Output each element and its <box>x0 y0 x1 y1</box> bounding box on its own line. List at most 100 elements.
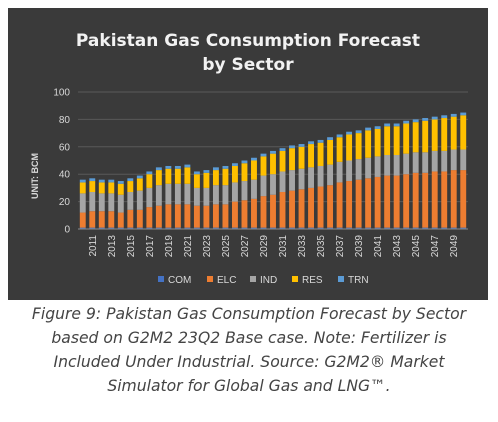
bar-elc-2038 <box>346 181 353 228</box>
bar-com-2032 <box>289 227 295 229</box>
bar-com-2012 <box>98 227 105 229</box>
bar-trn-2032 <box>289 145 295 149</box>
bar-elc-2018 <box>155 205 162 228</box>
bar-ind-2017 <box>146 187 153 208</box>
bar-ind-2040 <box>365 157 372 179</box>
bar-ind-2010 <box>79 193 86 213</box>
bar-res-2025 <box>222 168 229 186</box>
bar-elc-2032 <box>289 190 295 228</box>
bar-elc-2017 <box>146 207 153 228</box>
bar-ind-2046 <box>422 152 429 173</box>
bar-trn-2017 <box>146 171 153 175</box>
bar-trn-2022 <box>193 171 200 175</box>
bar-trn-2020 <box>174 165 181 169</box>
bar-ind-2041 <box>374 156 381 177</box>
bar-trn-2041 <box>374 126 381 129</box>
x-tick-label: 2045 <box>411 235 422 258</box>
bar-elc-2037 <box>336 182 343 228</box>
bar-elc-2011 <box>89 211 96 228</box>
bar-elc-2041 <box>374 176 381 228</box>
bar-com-2040 <box>365 227 372 229</box>
bar-res-2024 <box>212 170 219 186</box>
bar-ind-2031 <box>279 171 286 193</box>
bar-res-2046 <box>422 120 429 153</box>
bar-elc-2048 <box>441 171 448 228</box>
chart-panel: Pakistan Gas Consumption Forecast by Sect… <box>8 8 488 300</box>
bar-com-2041 <box>374 227 381 229</box>
bar-elc-2034 <box>308 187 314 228</box>
bar-elc-2044 <box>403 174 410 228</box>
bar-elc-2047 <box>431 171 438 228</box>
bar-com-2017 <box>146 227 153 229</box>
bar-elc-2014 <box>117 212 124 228</box>
x-tick-label: 2023 <box>202 235 213 258</box>
bar-elc-2031 <box>279 192 286 228</box>
bar-trn-2045 <box>412 119 419 123</box>
bar-com-2049 <box>450 227 457 229</box>
bar-trn-2049 <box>450 113 457 117</box>
x-tick-label: 2017 <box>145 235 156 258</box>
bar-ind-2023 <box>203 187 210 206</box>
bar-elc-2042 <box>384 175 391 228</box>
bar-res-2027 <box>241 163 248 182</box>
bar-trn-2037 <box>336 134 343 138</box>
bar-ind-2035 <box>317 165 324 187</box>
bar-trn-2043 <box>393 123 400 127</box>
bar-elc-2040 <box>365 178 372 228</box>
bar-ind-2019 <box>165 183 172 205</box>
bar-trn-2046 <box>422 118 429 121</box>
bar-trn-2048 <box>441 115 448 119</box>
bar-res-2030 <box>270 153 276 175</box>
bar-com-2025 <box>222 227 229 229</box>
stacked-bar-chart: Pakistan Gas Consumption Forecast by Sect… <box>30 31 468 286</box>
legend-swatch-res <box>292 276 298 282</box>
bar-ind-2029 <box>260 175 267 197</box>
bar-trn-2044 <box>403 120 410 124</box>
bar-com-2039 <box>355 227 362 229</box>
bar-res-2012 <box>98 182 105 194</box>
bar-trn-2028 <box>251 157 257 161</box>
bar-trn-2039 <box>355 130 362 134</box>
bar-com-2014 <box>117 227 124 229</box>
bar-ind-2024 <box>212 185 219 205</box>
bar-elc-2026 <box>232 201 238 228</box>
bar-ind-2037 <box>336 161 343 183</box>
bar-com-2013 <box>108 227 115 229</box>
bar-res-2026 <box>232 165 238 183</box>
y-tick-label: 80 <box>59 115 71 126</box>
bar-com-2023 <box>203 227 210 229</box>
bar-res-2042 <box>384 126 391 156</box>
bar-com-2042 <box>384 227 391 229</box>
bar-res-2033 <box>298 146 305 169</box>
bar-elc-2049 <box>450 170 457 228</box>
legend-swatch-trn <box>338 276 344 282</box>
bar-res-2020 <box>174 168 181 184</box>
bar-elc-2039 <box>355 179 362 228</box>
x-tick-label: 2029 <box>259 235 270 258</box>
bar-elc-2010 <box>79 212 86 228</box>
bar-trn-2023 <box>203 170 210 173</box>
bar-trn-2011 <box>89 178 96 182</box>
x-tick-label: 2019 <box>164 235 175 258</box>
legend-swatch-ind <box>250 276 256 282</box>
bar-ind-2039 <box>355 159 362 180</box>
bar-res-2037 <box>336 137 343 162</box>
x-tick-label: 2021 <box>183 235 194 258</box>
bar-trn-2018 <box>155 167 162 171</box>
bar-ind-2030 <box>270 174 276 195</box>
bar-ind-2020 <box>174 183 181 205</box>
bar-elc-2046 <box>422 172 429 228</box>
bar-res-2021 <box>184 167 191 184</box>
bar-res-2048 <box>441 118 448 151</box>
bar-res-2041 <box>374 128 381 157</box>
x-tick-label: 2031 <box>278 235 289 258</box>
bar-trn-2010 <box>79 179 86 183</box>
x-tick-label: 2027 <box>240 235 251 258</box>
x-tick-label: 2041 <box>373 235 384 258</box>
chart-title-line: Pakistan Gas Consumption Forecast <box>76 31 420 51</box>
bar-ind-2027 <box>241 181 248 201</box>
bar-com-2034 <box>308 227 314 229</box>
bar-trn-2014 <box>117 181 124 184</box>
bar-res-2014 <box>117 183 124 195</box>
bar-elc-2022 <box>193 205 200 228</box>
